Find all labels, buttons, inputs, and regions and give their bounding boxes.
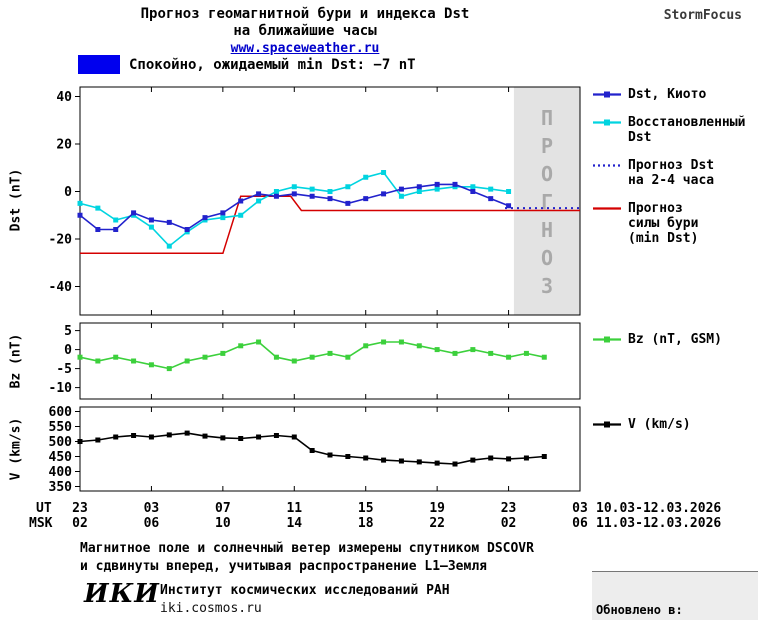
x-tick-label: 22: [429, 516, 445, 531]
legend-swatch: [593, 91, 621, 98]
iki-site-link[interactable]: iki.cosmos.ru: [160, 601, 262, 616]
legend-bz: Bz (nT, GSM): [592, 332, 760, 360]
iki-logo: ИКИ: [84, 579, 160, 609]
x-tick-label: 06: [143, 516, 160, 531]
svg-text:500: 500: [49, 435, 73, 450]
footnote-line2: и сдвинуты вперед, учитывая распростране…: [80, 559, 487, 574]
page-title: Прогноз геомагнитной бури и индекса Dst: [140, 6, 470, 22]
legend-swatch: [593, 421, 621, 428]
x-tick-label: 14: [286, 516, 303, 531]
svg-text:О: О: [541, 246, 553, 270]
svg-text:О: О: [541, 162, 553, 186]
svg-text:350: 350: [49, 480, 73, 493]
x-tick-label: 02: [72, 516, 88, 531]
svg-text:З: З: [541, 274, 553, 298]
x-tick-label: 07: [215, 501, 231, 516]
legend-item: V (km/s): [592, 417, 760, 432]
legend-swatch: [593, 164, 621, 167]
svg-text:0: 0: [64, 185, 72, 200]
svg-text:П: П: [541, 106, 553, 130]
svg-text:5: 5: [64, 324, 72, 339]
legend-label: Прогноз силы бури (min Dst): [628, 201, 699, 246]
x-tick-label: 06: [572, 516, 588, 531]
legend-item: Прогноз силы бури (min Dst): [592, 201, 760, 246]
legend-v: V (km/s): [592, 417, 760, 445]
storm-status-text: Спокойно, ожидаемый min Dst: −7 nT: [129, 56, 416, 73]
page-subtitle: на ближайшие часы: [233, 23, 377, 39]
spaceweather-link[interactable]: www.spaceweather.ru: [230, 41, 380, 56]
legend-swatch: [593, 336, 621, 343]
svg-text:40: 40: [56, 90, 72, 105]
legend-item: Bz (nT, GSM): [592, 332, 760, 347]
svg-text:550: 550: [49, 420, 73, 435]
ut-axis-header: UT: [36, 501, 52, 516]
legend-item: Прогноз Dst на 2-4 часа: [592, 158, 760, 188]
x-tick-label: 11: [286, 501, 303, 516]
footnote-line1: Магнитное поле и солнечный ветер измерен…: [80, 541, 534, 556]
x-tick-label: 23: [72, 501, 88, 516]
legend-label: V (km/s): [628, 417, 691, 432]
legend-label: Bz (nT, GSM): [628, 332, 722, 347]
legend-swatch: [593, 119, 621, 126]
storm-status-banner: Спокойно, ожидаемый min Dst: −7 nT: [78, 55, 416, 74]
bz-chart-panel: 5 0 -5 -10: [49, 322, 581, 400]
updated-box: Обновлено в: UT 23:05, 11.03.2026 MSK 02…: [592, 571, 758, 620]
x-tick-label: 15: [357, 501, 374, 516]
updated-title: Обновлено в:: [596, 603, 683, 617]
legend-label: Dst, Киото: [628, 87, 707, 102]
svg-text:-5: -5: [56, 362, 72, 377]
brand-label: StormFocus: [663, 8, 742, 23]
legend-label: Восстановленный Dst: [628, 115, 746, 145]
bz-axis-label: Bz (nT): [8, 333, 24, 389]
msk-date-range: 11.03-12.03.2026: [596, 516, 722, 531]
svg-text:Н: Н: [541, 218, 553, 242]
x-tick-label: 03: [572, 501, 588, 516]
dst-axis-label: Dst (nT): [8, 168, 24, 232]
x-tick-label: 18: [357, 516, 374, 531]
v-axis-label: V (km/s): [8, 417, 24, 481]
quiet-level-swatch: [78, 55, 120, 74]
legend-swatch: [593, 207, 621, 210]
svg-text:Р: Р: [541, 134, 553, 158]
svg-text:400: 400: [49, 465, 73, 480]
legend-label: Прогноз Dst на 2-4 часа: [628, 158, 715, 188]
x-tick-label: 10: [215, 516, 231, 531]
ut-date-range: 10.03-12.03.2026: [596, 501, 722, 516]
x-tick-label: 02: [500, 516, 517, 531]
svg-text:20: 20: [56, 138, 72, 153]
svg-text:Г: Г: [541, 190, 553, 214]
ut-axis-row: UT 10.03-12.03.2026 23 03 07 11 15 19 23 03: [0, 501, 760, 516]
svg-text:450: 450: [49, 450, 73, 465]
svg-text:600: 600: [49, 405, 73, 420]
x-tick-label: 03: [143, 501, 160, 516]
legend-item: Dst, Киото: [592, 87, 760, 102]
svg-text:-40: -40: [49, 280, 73, 295]
svg-text:-10: -10: [49, 381, 73, 396]
institute-name: Институт космических исследований РАН: [160, 583, 450, 598]
msk-axis-header: MSK: [29, 516, 53, 531]
svg-text:0: 0: [64, 343, 72, 358]
x-tick-label: 19: [429, 501, 445, 516]
legend-main: Dst, Киото Восстановленный Dst Прогноз Dst н…: [592, 87, 760, 259]
title-block: Прогноз геомагнитной бури и индекса Dst …: [70, 6, 540, 57]
msk-axis-row: MSK 11.03-12.03.2026 02 06 10 14 18 22 02 06: [0, 516, 760, 531]
x-tick-label: 23: [500, 501, 517, 516]
legend-item: Восстановленный Dst: [592, 115, 760, 145]
svg-text:-20: -20: [49, 233, 73, 248]
